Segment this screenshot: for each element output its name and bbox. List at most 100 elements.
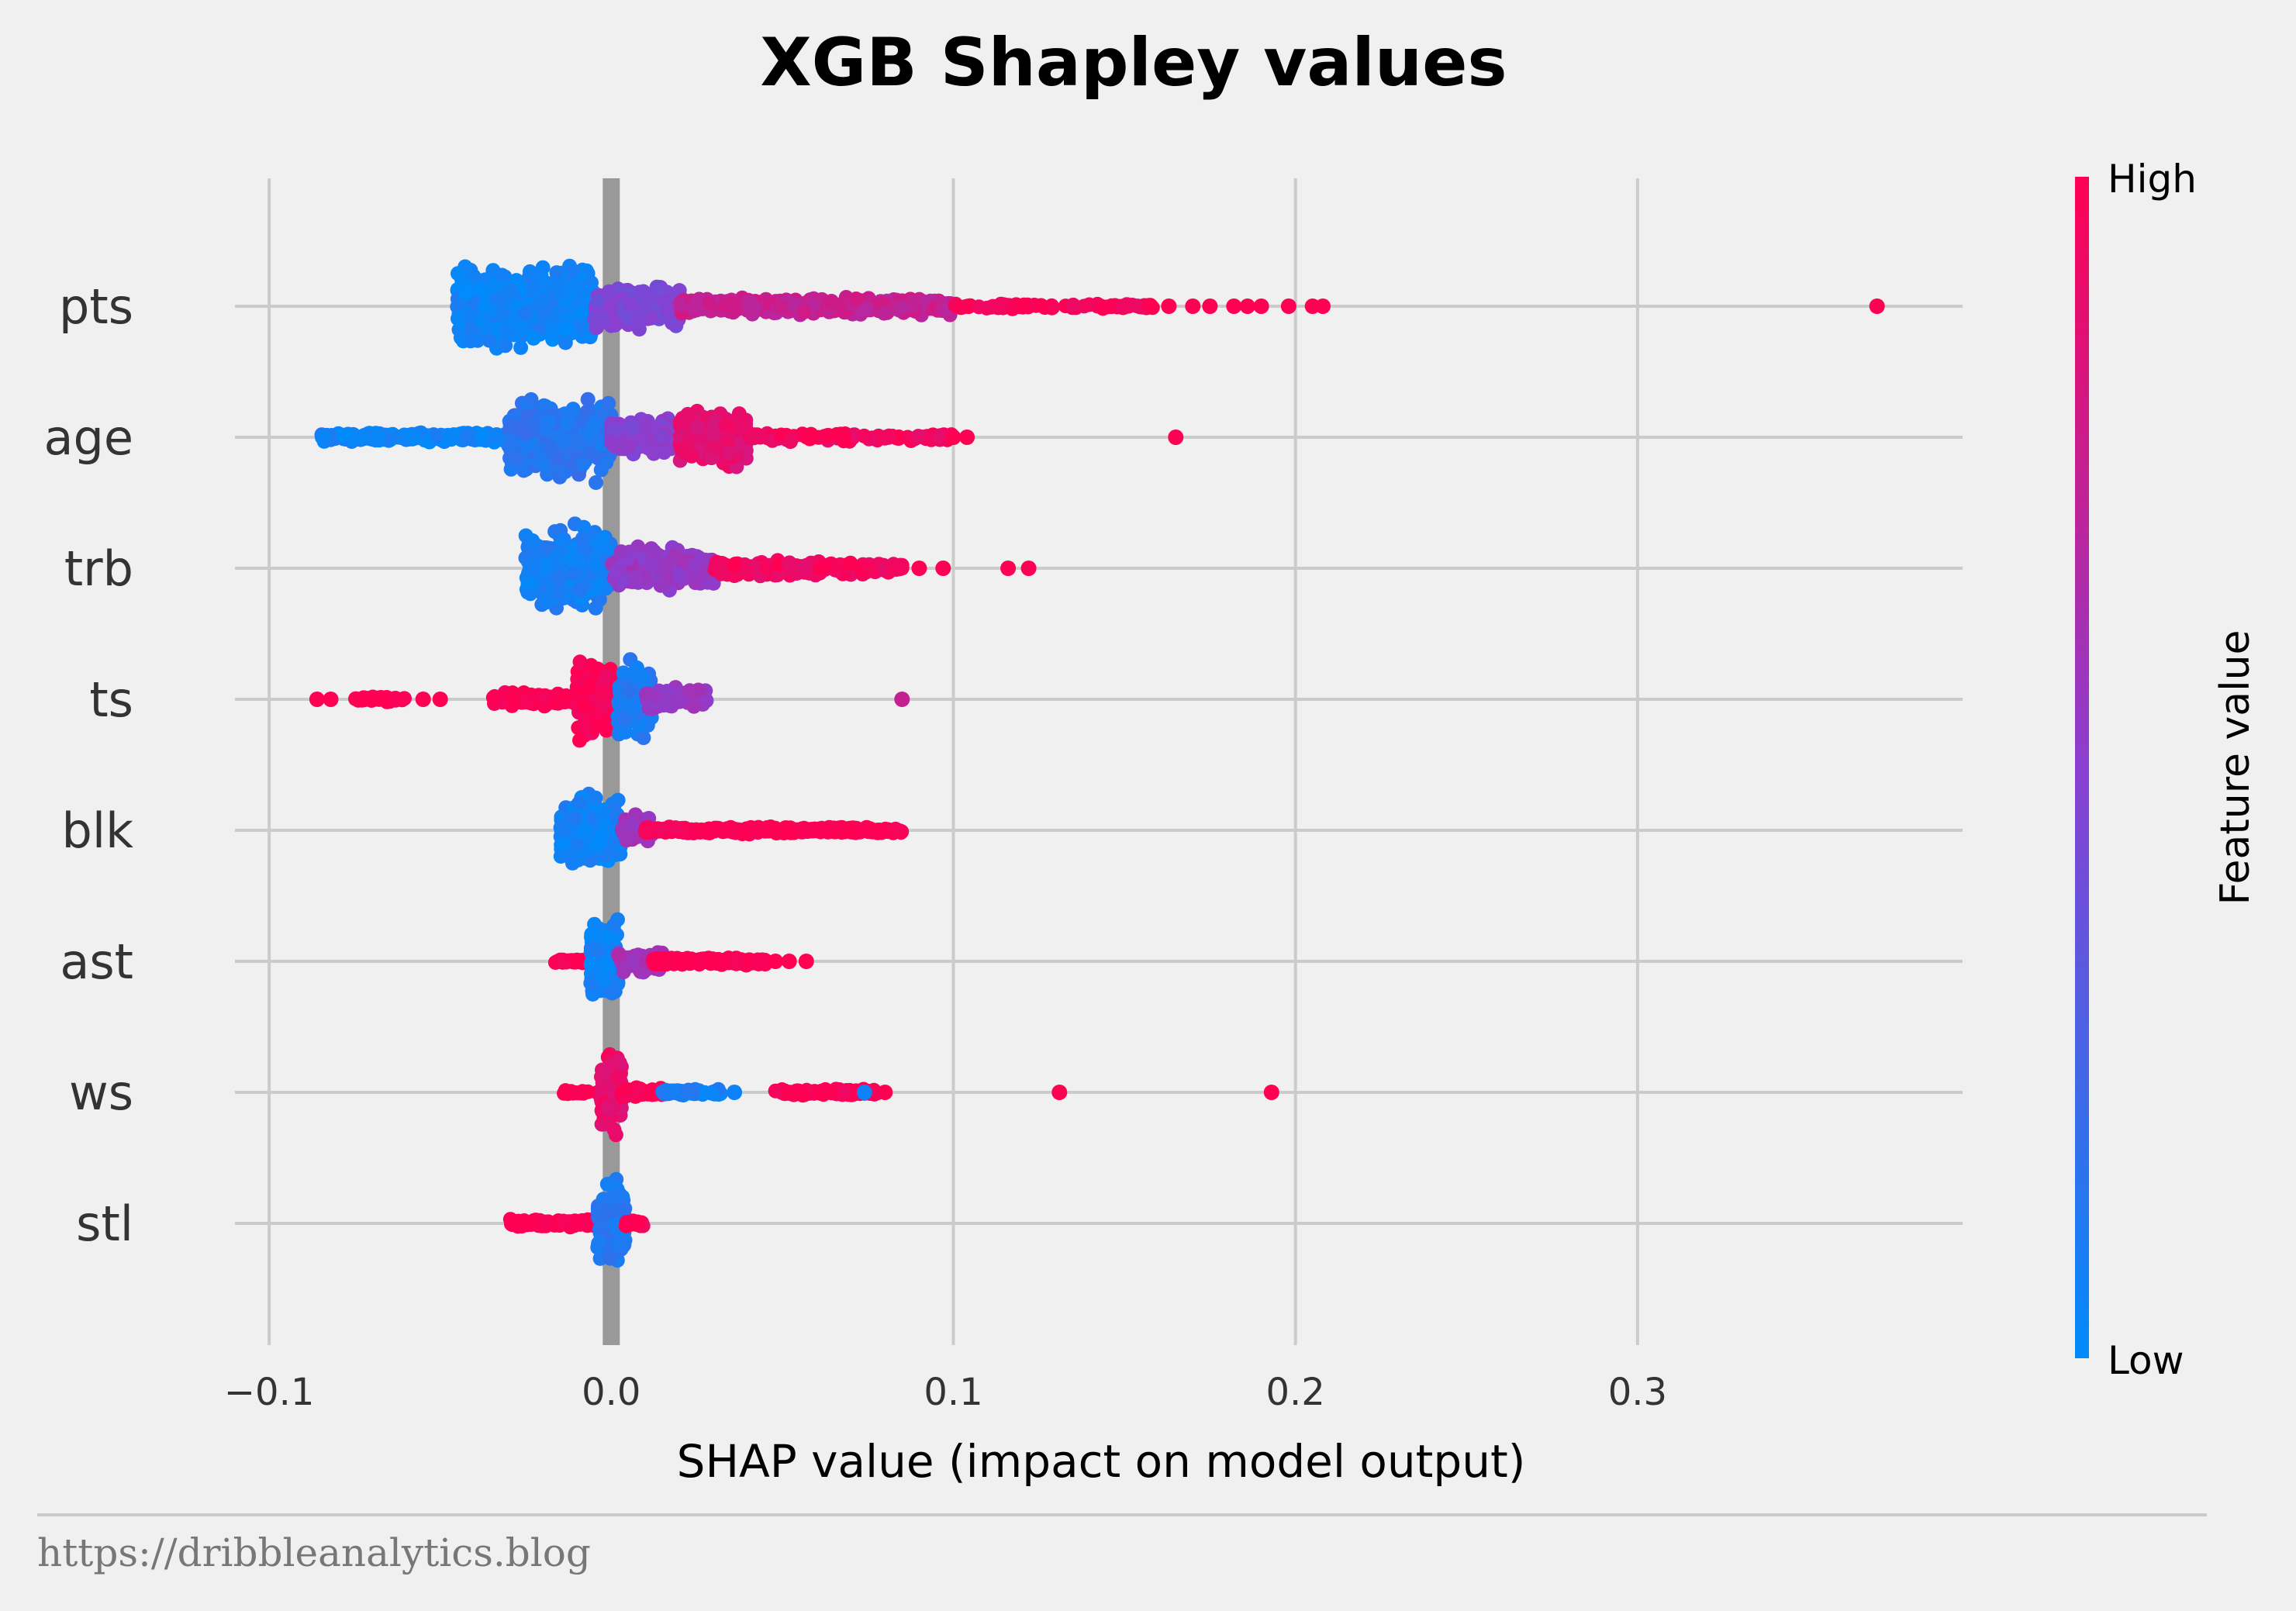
shap-dot bbox=[727, 568, 742, 584]
shap-dot bbox=[848, 291, 864, 306]
shap-dot bbox=[458, 285, 474, 301]
shap-dot bbox=[589, 577, 605, 592]
shap-dot bbox=[653, 578, 668, 593]
shap-dot bbox=[538, 423, 554, 438]
shap-dot bbox=[482, 333, 497, 348]
shap-dot bbox=[571, 552, 586, 567]
shap-dot bbox=[550, 451, 565, 467]
shap-dot bbox=[595, 806, 610, 822]
shap-dot bbox=[699, 822, 714, 837]
shap-dot bbox=[534, 292, 550, 308]
shap-dot bbox=[451, 312, 466, 327]
shap-dot bbox=[601, 395, 616, 411]
shap-dot bbox=[872, 823, 887, 837]
shap-dot bbox=[1315, 298, 1331, 314]
shap-dot bbox=[823, 294, 839, 309]
shap-dot bbox=[859, 302, 875, 316]
shap-dot bbox=[644, 443, 659, 458]
shap-dot bbox=[781, 556, 796, 571]
shap-dot bbox=[568, 277, 582, 292]
shap-dot bbox=[480, 319, 495, 335]
shap-dot bbox=[720, 435, 735, 450]
shap-dot bbox=[1065, 297, 1081, 312]
shap-dot bbox=[545, 323, 561, 339]
shap-dot bbox=[725, 298, 741, 314]
shap-dot bbox=[843, 555, 858, 571]
shap-dot bbox=[589, 475, 603, 490]
shap-dot bbox=[1095, 301, 1110, 316]
shap-dot bbox=[894, 299, 910, 315]
shap-dot bbox=[592, 536, 607, 551]
shap-dot bbox=[786, 825, 802, 840]
shap-dot bbox=[704, 450, 720, 466]
shap-dot bbox=[907, 295, 923, 311]
shap-dot bbox=[810, 823, 825, 838]
shap-dot bbox=[590, 834, 605, 849]
shap-dot bbox=[588, 790, 603, 806]
shap-dot bbox=[782, 434, 798, 450]
shap-dots bbox=[309, 258, 1885, 1268]
shap-dot bbox=[623, 297, 639, 312]
shap-dot bbox=[571, 582, 587, 598]
shap-dot bbox=[611, 695, 627, 710]
shap-dot bbox=[475, 427, 490, 443]
shap-dot bbox=[556, 433, 571, 449]
shap-dot bbox=[616, 964, 631, 980]
shap-dot bbox=[415, 692, 431, 707]
shap-dot bbox=[1045, 300, 1060, 315]
shap-dot bbox=[644, 557, 659, 573]
shap-dot bbox=[759, 561, 775, 576]
shap-dot bbox=[720, 446, 736, 461]
shap-dot bbox=[656, 445, 672, 461]
shap-dot bbox=[348, 691, 364, 706]
shap-dot bbox=[606, 918, 621, 933]
shap-dot bbox=[971, 299, 986, 315]
shap-dot bbox=[551, 570, 566, 585]
shap-dot bbox=[535, 689, 551, 705]
shap-dot bbox=[761, 823, 776, 838]
shap-dot bbox=[636, 284, 651, 299]
shap-dot bbox=[1253, 298, 1269, 314]
shap-dot bbox=[559, 416, 575, 432]
shap-dot bbox=[578, 719, 594, 735]
shap-dot bbox=[599, 455, 614, 471]
shap-dot bbox=[796, 305, 812, 319]
shap-dot bbox=[1280, 298, 1296, 314]
shap-dot bbox=[432, 692, 448, 707]
shap-dot bbox=[1239, 298, 1255, 314]
shap-dot bbox=[556, 836, 571, 851]
shap-dot bbox=[428, 429, 444, 444]
shap-dot bbox=[727, 557, 743, 573]
shap-dot bbox=[444, 428, 459, 443]
shap-dot bbox=[706, 427, 721, 443]
shap-dot bbox=[877, 429, 893, 445]
shap-dot bbox=[535, 260, 551, 275]
shap-dot bbox=[551, 586, 566, 601]
shap-dot bbox=[1017, 297, 1032, 312]
shap-dot bbox=[753, 429, 768, 445]
shap-dot bbox=[701, 295, 716, 311]
shap-dot bbox=[587, 417, 602, 433]
shap-dot bbox=[682, 683, 697, 699]
shap-dot bbox=[641, 820, 657, 836]
shap-dot bbox=[656, 698, 672, 713]
shap-dot bbox=[620, 832, 636, 847]
shap-dot bbox=[576, 519, 592, 535]
shap-dot bbox=[539, 595, 554, 610]
shap-dot bbox=[676, 412, 692, 427]
shap-dot bbox=[562, 258, 578, 274]
shap-dot bbox=[502, 418, 518, 433]
shap-dot bbox=[498, 338, 513, 354]
shap-dot bbox=[535, 304, 551, 319]
shap-dot bbox=[518, 426, 533, 441]
shap-dot bbox=[1161, 298, 1177, 314]
shap-dot bbox=[857, 428, 872, 443]
shap-dot bbox=[599, 668, 613, 684]
shap-dot bbox=[354, 430, 369, 446]
shap-dot bbox=[657, 294, 672, 309]
shap-dot bbox=[628, 571, 644, 586]
shap-dot bbox=[798, 560, 813, 574]
shap-dot bbox=[673, 296, 689, 312]
shap-dot bbox=[503, 436, 519, 452]
